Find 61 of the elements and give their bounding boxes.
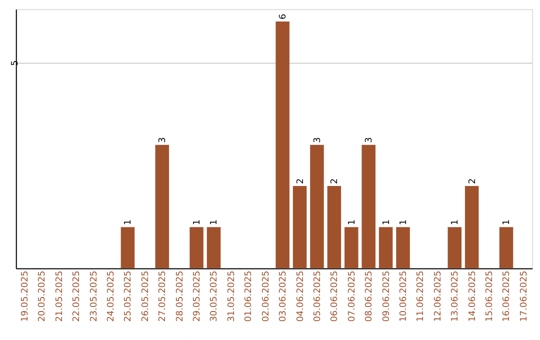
x-tick-label: 03.06.2025 (278, 270, 289, 322)
data-label: 3 (158, 137, 168, 143)
data-label: 3 (312, 137, 323, 143)
x-tick-label: 23.05.2025 (89, 270, 100, 322)
x-tick-label: 13.06.2025 (450, 270, 461, 322)
data-label: 1 (210, 219, 220, 226)
bar (155, 144, 170, 268)
x-tick-label: 10.06.2025 (398, 270, 409, 322)
bar (310, 144, 324, 268)
data-label: 1 (502, 219, 512, 226)
bar (344, 227, 358, 268)
x-tick-label: 30.05.2025 (210, 270, 220, 322)
data-label: 1 (124, 219, 134, 226)
data-label: 1 (398, 219, 409, 226)
data-label: 2 (296, 178, 306, 184)
x-tick-label: 04.06.2025 (296, 270, 306, 322)
y-tick-label: 5 (10, 60, 20, 66)
data-label: 1 (382, 219, 392, 226)
bar (448, 227, 462, 268)
data-label: 1 (450, 219, 461, 226)
x-tick-label: 16.06.2025 (502, 270, 512, 322)
data-label: 2 (330, 178, 340, 184)
data-label: 6 (278, 13, 289, 20)
bar (206, 227, 221, 268)
x-tick-label: 06.06.2025 (330, 270, 340, 322)
x-tick-label: 11.06.2025 (416, 270, 426, 322)
bar (190, 227, 204, 268)
x-tick-label: 19.05.2025 (20, 270, 30, 322)
data-label: 1 (192, 219, 203, 226)
x-tick-label: 12.06.2025 (433, 270, 444, 322)
bar (327, 186, 342, 268)
bar (362, 144, 376, 268)
x-tick-label: 09.06.2025 (382, 270, 392, 322)
x-tick-label: 20.05.2025 (38, 270, 48, 322)
data-label: 1 (347, 219, 358, 226)
x-tick-label: 24.05.2025 (106, 270, 116, 322)
bar (120, 227, 135, 268)
x-tick-label: 15.06.2025 (485, 270, 496, 322)
x-tick-label: 28.05.2025 (175, 270, 186, 322)
x-tick-label: 26.05.2025 (140, 270, 151, 322)
x-tick-label: 29.05.2025 (192, 270, 203, 322)
bar (292, 186, 307, 268)
x-tick-label: 01.06.2025 (244, 270, 254, 322)
bar (378, 227, 393, 268)
x-tick-label: 08.06.2025 (364, 270, 375, 322)
x-tick-label: 05.06.2025 (312, 270, 323, 322)
x-tick-label: 27.05.2025 (158, 270, 168, 322)
x-tick-label: 07.06.2025 (347, 270, 358, 322)
x-tick-label: 17.06.2025 (519, 270, 530, 322)
bar (396, 227, 410, 268)
x-tick-label: 22.05.2025 (72, 270, 82, 322)
x-tick-label: 14.06.2025 (468, 270, 478, 322)
bar (499, 227, 514, 268)
x-tick-label: 25.05.2025 (124, 270, 134, 322)
bar (276, 21, 290, 268)
x-tick-label: 21.05.2025 (54, 270, 65, 322)
bar (464, 186, 479, 268)
data-label: 2 (468, 178, 478, 184)
x-tick-label: 31.05.2025 (226, 270, 237, 322)
data-label: 3 (364, 137, 375, 143)
x-tick-label: 02.06.2025 (261, 270, 272, 322)
